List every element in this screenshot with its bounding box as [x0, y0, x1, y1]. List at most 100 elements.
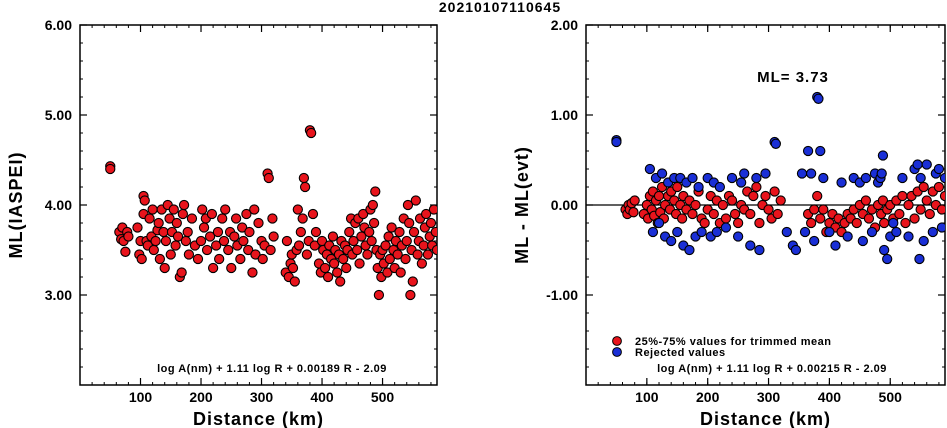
data-point: [299, 181, 311, 193]
data-point: [408, 226, 420, 238]
data-point: [860, 195, 872, 206]
data-point: [708, 208, 719, 220]
data-point: [335, 276, 346, 287]
data-point: [815, 213, 826, 224]
rejected-point: [790, 244, 802, 256]
rejected-point: [611, 136, 622, 148]
data-point: [295, 226, 307, 238]
rejected-point: [877, 150, 889, 161]
data-point: [249, 204, 260, 215]
data-point: [301, 249, 313, 260]
data-point: [210, 240, 222, 251]
data-point: [305, 127, 317, 139]
data-point: [223, 244, 234, 256]
y-tick-label: 4.00: [45, 197, 72, 213]
data-point: [404, 217, 415, 229]
data-point: [287, 262, 299, 274]
rejected-point: [912, 159, 923, 170]
data-point: [380, 240, 391, 251]
rejected-point: [830, 240, 841, 251]
x-tick-label: 500: [371, 389, 395, 405]
x-tick-label: 300: [757, 389, 781, 405]
data-point: [220, 204, 231, 215]
data-point: [726, 195, 738, 206]
data-point: [805, 217, 817, 229]
data-point: [909, 213, 920, 224]
data-point: [924, 208, 935, 220]
data-point: [629, 195, 640, 206]
y-tick-label: 0.00: [551, 197, 578, 213]
data-point: [351, 244, 363, 256]
data-point: [132, 222, 143, 233]
data-point: [257, 253, 268, 265]
data-point: [171, 217, 182, 229]
rejected-point: [666, 235, 677, 247]
rejected-point: [882, 253, 893, 265]
data-point: [879, 217, 890, 229]
data-point: [244, 226, 255, 238]
data-point: [195, 235, 207, 247]
data-point: [687, 208, 698, 220]
data-point: [894, 208, 905, 220]
rejected-point: [866, 226, 878, 238]
data-point: [818, 204, 829, 215]
data-point: [253, 217, 264, 229]
data-point: [144, 213, 155, 224]
data-point: [298, 172, 310, 184]
data-point: [729, 208, 741, 220]
data-point: [148, 244, 159, 256]
rejected-point: [914, 253, 925, 265]
rejected-point: [751, 172, 762, 184]
data-point: [250, 249, 261, 260]
data-point: [180, 235, 192, 247]
data-point: [120, 246, 131, 257]
legend-label: 25%-75% values for trimmed mean: [635, 336, 831, 348]
data-point: [204, 231, 216, 242]
x-tick-label: 300: [250, 389, 274, 405]
data-point: [309, 240, 320, 251]
data-point: [370, 186, 381, 197]
rejected-point: [726, 172, 738, 184]
data-point: [368, 217, 380, 229]
data-point: [772, 208, 783, 220]
data-point: [159, 262, 170, 274]
rejected-point: [684, 244, 695, 256]
data-point: [933, 181, 945, 193]
data-point: [322, 271, 334, 283]
rejected-point: [647, 226, 659, 238]
data-point: [754, 217, 765, 229]
data-point: [400, 253, 411, 265]
data-point: [936, 204, 945, 215]
data-point: [410, 195, 421, 206]
x-tick-label: 100: [635, 389, 659, 405]
data-point: [900, 217, 911, 229]
data-point: [292, 204, 303, 215]
rejected-point: [813, 93, 824, 104]
data-point: [183, 249, 195, 260]
data-point: [201, 244, 213, 256]
data-point: [319, 262, 331, 274]
formula-annotation: log A(nm) + 1.11 log R + 0.00215 R - 2.0…: [657, 363, 887, 375]
y-axis-label: ML(IASPEI): [6, 152, 26, 259]
data-point: [263, 172, 274, 184]
rejected-point: [720, 222, 732, 233]
legend-marker: [612, 347, 622, 357]
data-point: [217, 213, 228, 224]
data-point: [769, 186, 780, 197]
rejected-point: [818, 172, 829, 184]
data-point: [394, 226, 405, 238]
rejected-point: [799, 226, 811, 238]
data-point: [407, 276, 418, 287]
data-point: [366, 235, 377, 247]
data-point: [214, 253, 225, 265]
rejected-point: [876, 168, 887, 179]
x-tick-label: 500: [879, 389, 903, 405]
data-point: [717, 199, 729, 211]
data-point: [267, 213, 278, 224]
data-point: [430, 226, 437, 238]
data-point: [192, 253, 204, 265]
rejected-point: [815, 145, 826, 157]
data-point: [392, 249, 403, 260]
y-tick-label: -1.00: [546, 287, 578, 303]
data-point: [628, 207, 639, 218]
